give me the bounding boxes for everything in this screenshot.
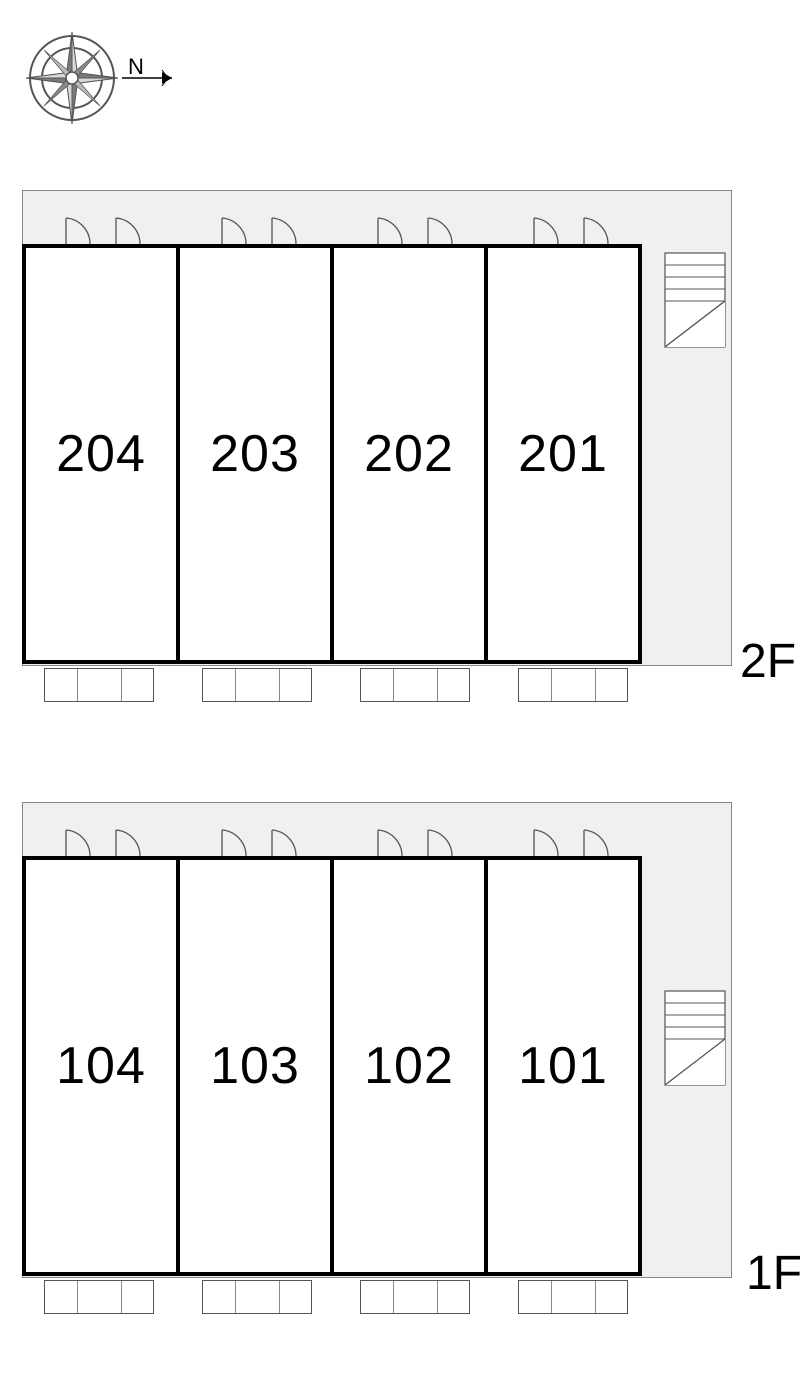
unit-label: 202 xyxy=(364,424,454,484)
unit-label: 101 xyxy=(518,1036,608,1096)
balcony xyxy=(202,668,312,702)
unit-201: 201 xyxy=(484,244,642,664)
unit-203: 203 xyxy=(176,244,334,664)
corridor-doors-2f xyxy=(22,204,662,244)
balcony-row-2f xyxy=(44,668,628,702)
stairs-icon xyxy=(664,252,726,348)
balcony xyxy=(202,1280,312,1314)
unit-label: 203 xyxy=(210,424,300,484)
unit-103: 103 xyxy=(176,856,334,1276)
unit-label: 103 xyxy=(210,1036,300,1096)
balcony xyxy=(44,668,154,702)
unit-104: 104 xyxy=(22,856,180,1276)
unit-102: 102 xyxy=(330,856,488,1276)
north-label: N xyxy=(128,54,144,79)
unit-204: 204 xyxy=(22,244,180,664)
balcony xyxy=(360,1280,470,1314)
unit-label: 104 xyxy=(56,1036,146,1096)
balcony xyxy=(360,668,470,702)
balcony xyxy=(44,1280,154,1314)
corridor-doors-1f xyxy=(22,816,662,856)
floor-block-1f: 104 103 102 101 xyxy=(0,802,800,1362)
unit-101: 101 xyxy=(484,856,642,1276)
balcony-row-1f xyxy=(44,1280,628,1314)
unit-label: 204 xyxy=(56,424,146,484)
floor-label-2f: 2F xyxy=(740,634,796,689)
balcony xyxy=(518,668,628,702)
stairs-icon xyxy=(664,990,726,1086)
unit-202: 202 xyxy=(330,244,488,664)
unit-label: 102 xyxy=(364,1036,454,1096)
compass-rose: N xyxy=(22,18,182,143)
floor-label-1f: 1F xyxy=(746,1246,800,1301)
floor-block-2f: 204 203 202 201 xyxy=(0,190,800,750)
unit-label: 201 xyxy=(518,424,608,484)
balcony xyxy=(518,1280,628,1314)
